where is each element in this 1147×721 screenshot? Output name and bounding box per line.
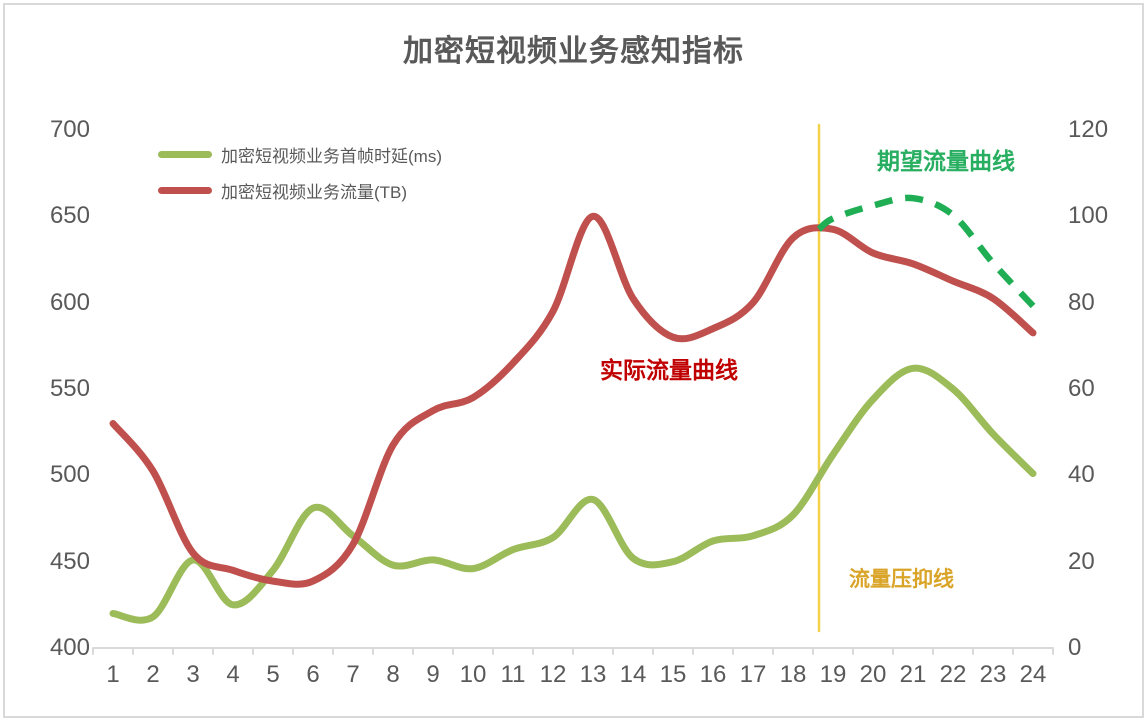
axis-tick-label: 600: [49, 288, 90, 316]
suppression-line-label: 流量压抑线: [849, 568, 954, 591]
x-axis-line: [92, 647, 1054, 655]
expected-curve: [816, 194, 1043, 316]
axis-tick-label: 12: [539, 661, 567, 688]
axis-tick-label: 40: [1068, 461, 1095, 489]
axis-tick-label: 13: [579, 661, 607, 688]
axis-tick-label: 23: [979, 661, 1007, 688]
legend-item-traffic: 加密短视频业务流量(TB): [158, 175, 442, 205]
axis-tick-label: 21: [899, 661, 927, 688]
axis-tick-label: 15: [659, 661, 687, 688]
axis-tick-label: 7: [346, 661, 360, 688]
axis-tick-label: 700: [49, 116, 90, 143]
axis-tick-label: 17: [739, 661, 767, 688]
axis-tick-label: 120: [1068, 116, 1109, 143]
legend: 加密短视频业务首帧时延(ms) 加密短视频业务流量(TB): [158, 139, 442, 211]
axis-tick-label: 2: [146, 661, 160, 688]
axis-tick-label: 20: [859, 661, 887, 688]
axis-tick-label: 14: [619, 661, 647, 688]
chart-title: 加密短视频业务感知指标: [403, 35, 744, 68]
axis-tick-label: 8: [386, 661, 400, 688]
axis-tick-label: 11: [500, 661, 526, 688]
axis-tick-label: 20: [1068, 547, 1095, 575]
axis-tick-label: 4: [226, 661, 240, 688]
axis-tick-label: 450: [49, 547, 90, 575]
legend-item-delay: 加密短视频业务首帧时延(ms): [158, 139, 442, 169]
axis-tick-label: 3: [186, 661, 200, 688]
axis-tick-label: 550: [49, 375, 90, 402]
axis-tick-label: 16: [699, 661, 727, 688]
axis-tick-label: 18: [779, 661, 807, 688]
axis-tick-label: 650: [49, 202, 90, 230]
traffic-line-swatch: [158, 186, 212, 194]
axis-tick-label: 400: [49, 634, 90, 661]
axis-tick-label: 5: [266, 661, 280, 688]
traffic-curve: [109, 212, 1037, 588]
delay-line-swatch: [158, 150, 212, 158]
legend-label-delay: 加密短视频业务首帧时延(ms): [221, 146, 442, 166]
legend-label-traffic: 加密短视频业务流量(TB): [221, 182, 408, 202]
expected-curve-label: 期望流量曲线: [877, 148, 1015, 174]
axis-tick-label: 24: [1019, 661, 1047, 688]
axis-tick-label: 10: [459, 661, 487, 688]
axis-tick-label: 9: [426, 661, 440, 688]
axis-tick-label: 6: [306, 661, 320, 688]
actual-curve-label: 实际流量曲线: [600, 357, 738, 383]
axis-tick-label: 60: [1068, 375, 1095, 402]
axis-tick-label: 0: [1068, 634, 1082, 661]
axis-tick-label: 80: [1068, 288, 1095, 316]
axis-tick-label: 1: [106, 661, 120, 688]
axis-tick-label: 100: [1068, 202, 1109, 230]
axis-tick-label: 500: [49, 461, 90, 489]
axis-tick-label: 22: [939, 661, 967, 688]
axis-tick-label: 19: [819, 661, 847, 688]
